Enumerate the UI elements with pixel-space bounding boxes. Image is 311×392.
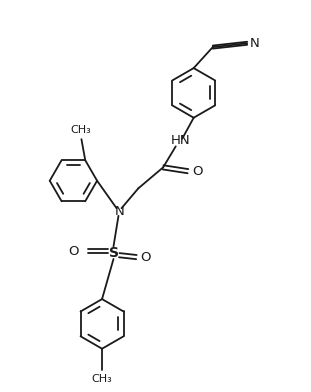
Text: N: N: [250, 37, 260, 50]
Text: O: O: [140, 250, 151, 263]
Text: CH₃: CH₃: [70, 125, 91, 135]
Text: CH₃: CH₃: [92, 374, 112, 383]
Text: S: S: [109, 246, 118, 260]
Text: HN: HN: [170, 134, 190, 147]
Text: O: O: [69, 245, 79, 258]
Text: O: O: [192, 165, 202, 178]
Text: N: N: [114, 205, 124, 218]
